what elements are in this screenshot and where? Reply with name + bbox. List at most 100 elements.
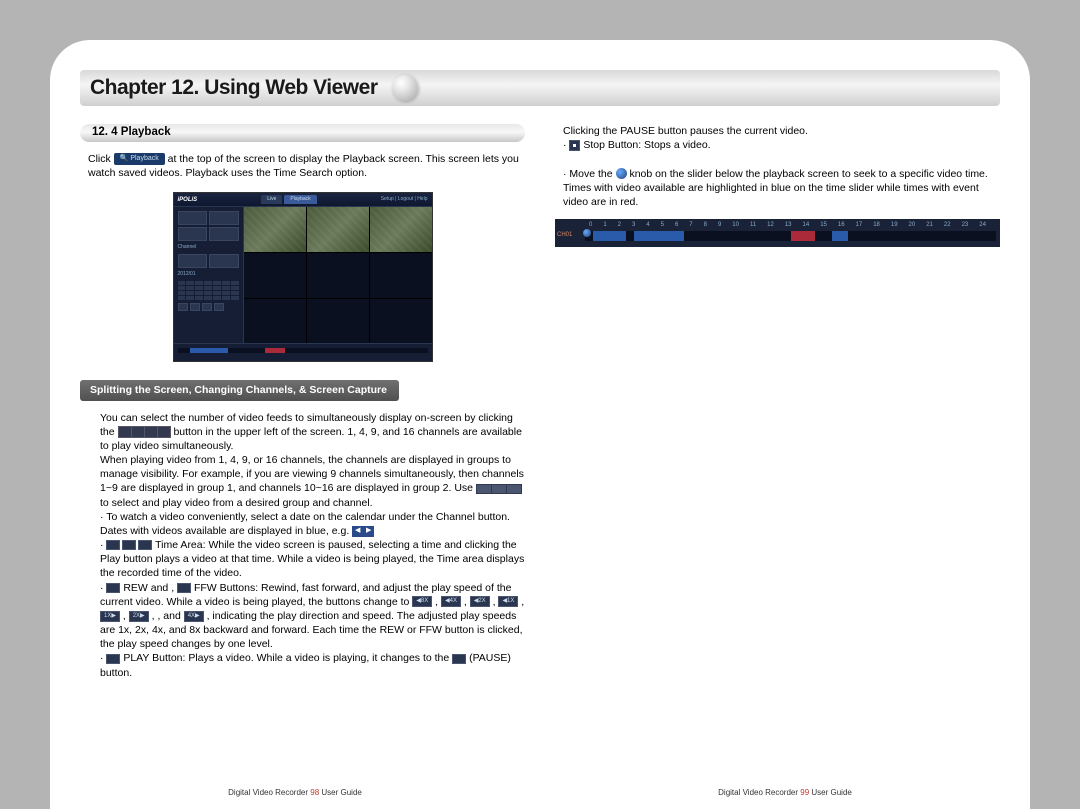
- page-number: 98: [310, 788, 319, 797]
- video-segment: [634, 231, 683, 241]
- text: , and: [157, 610, 183, 622]
- video-segment: [832, 231, 848, 241]
- tick-labels: 0 1 2 3 4 5 6 7 8 9 10 11 12 13 14 15 16: [559, 221, 996, 229]
- ss-playback-controls: [178, 303, 239, 311]
- tick: 10: [732, 221, 739, 229]
- text: to select and play video from a desired …: [100, 497, 373, 509]
- ss-video-grid: [244, 207, 432, 343]
- footer-text: Digital Video Recorder: [718, 788, 800, 797]
- stop-icon: [202, 303, 212, 311]
- tick: 21: [926, 221, 933, 229]
- tick: 16: [838, 221, 845, 229]
- ss-bottom-bar: [174, 343, 432, 361]
- bullet-rew-ffw: · REW and , FFW Buttons: Rewind, fast fo…: [80, 581, 525, 652]
- video-feed: [370, 299, 432, 344]
- section-title: 12. 4 Playback: [92, 125, 171, 141]
- slider-knob: [583, 229, 591, 237]
- paragraph-layout: You can select the number of video feeds…: [80, 411, 525, 454]
- event-segment: [791, 231, 816, 241]
- playback-tab-button-icon: 🔍 Playback: [114, 153, 165, 165]
- footer-text: Digital Video Recorder: [228, 788, 310, 797]
- bullet-time-area: · Time Area: While the video screen is p…: [80, 538, 525, 581]
- tick: 0: [589, 221, 592, 229]
- ipolis-logo: iPOLiS: [178, 196, 198, 204]
- bullet-play: · PLAY Button: Plays a video. While a vi…: [80, 651, 525, 679]
- ss-tab-playback: Playback: [284, 195, 316, 204]
- text: Time Area: While the video screen is pau…: [100, 539, 524, 579]
- calendar-nav-icon: ◀ ▶: [352, 526, 374, 537]
- speed-2x-rew-icon: ◀2X: [470, 596, 490, 607]
- speed-8x-rew-icon: ◀8X: [412, 596, 432, 607]
- tick: 20: [909, 221, 916, 229]
- tick: 18: [873, 221, 880, 229]
- video-feed: [244, 299, 306, 344]
- footer-text: User Guide: [319, 788, 362, 797]
- ss-body: Channel 2012/01: [174, 207, 432, 343]
- footer-left: Digital Video Recorder 98 User Guide: [228, 788, 362, 797]
- text: PLAY Button: Plays a video. While a vide…: [123, 652, 452, 664]
- tick: 19: [891, 221, 898, 229]
- time-slider-figure: 0 1 2 3 4 5 6 7 8 9 10 11 12 13 14 15 16: [555, 219, 1000, 247]
- ss-topbar: iPOLiS Live Playback Setup | Logout | He…: [174, 193, 432, 207]
- tick: 6: [675, 221, 678, 229]
- tick: 8: [704, 221, 707, 229]
- text: · Move the: [563, 168, 616, 180]
- play-button-icon: [106, 654, 120, 664]
- video-feed: [307, 299, 369, 344]
- speed-2x-fwd-icon: 2X▶: [129, 611, 149, 622]
- ffw-icon: [214, 303, 224, 311]
- text: REW and ,: [123, 582, 177, 594]
- tick: 22: [944, 221, 951, 229]
- speed-1x-fwd-icon: 1X▶: [100, 611, 120, 622]
- tick: 12: [767, 221, 774, 229]
- intro-text-pre: Click: [88, 153, 114, 165]
- pause-button-icon: [452, 654, 466, 664]
- footer-right: Digital Video Recorder 99 User Guide: [718, 788, 852, 797]
- tick: 3: [632, 221, 635, 229]
- intro-paragraph: Click 🔍 Playback at the top of the scree…: [80, 152, 525, 180]
- tick: 5: [661, 221, 664, 229]
- manual-page: Chapter 12. Using Web Viewer 12. 4 Playb…: [50, 40, 1030, 809]
- tick: 17: [856, 221, 863, 229]
- text: knob on the slider below the playback sc…: [563, 168, 988, 208]
- ss-sidebar: Channel 2012/01: [174, 207, 244, 343]
- group-btn: [209, 254, 239, 268]
- text: Stop Button: Stops a video.: [583, 139, 710, 151]
- video-feed: [370, 253, 432, 298]
- section-heading-bar: 12. 4 Playback: [80, 124, 525, 142]
- slider-knob-icon: [616, 168, 627, 179]
- right-column: Clicking the PAUSE button pauses the cur…: [555, 124, 1000, 753]
- text: · To watch a video conveniently, select …: [100, 511, 510, 537]
- next-arrow-icon: ▶: [363, 526, 374, 537]
- chapter-title: Chapter 12. Using Web Viewer: [90, 76, 378, 100]
- ss-cal-label: 2012/01: [178, 271, 239, 278]
- text: When playing video from 1, 4, 9, or 16 c…: [100, 454, 524, 494]
- layout-1-icon: [178, 211, 208, 225]
- bullet-calendar: · To watch a video conveniently, select …: [80, 510, 525, 538]
- tick: 14: [803, 221, 810, 229]
- ss-tabs: Live Playback: [261, 195, 316, 204]
- group-selector-icon: [476, 484, 522, 494]
- tick: 24: [979, 221, 986, 229]
- subsection-title: Splitting the Screen, Changing Channels,…: [90, 384, 387, 396]
- chapter-heading-bar: Chapter 12. Using Web Viewer: [80, 70, 1000, 106]
- left-column: 12. 4 Playback Click 🔍 Playback at the t…: [80, 124, 525, 753]
- video-feed: [244, 207, 306, 252]
- page-number: 99: [800, 788, 809, 797]
- stop-bullet: · Stop Button: Stops a video.: [555, 138, 1000, 152]
- ss-layout-buttons: [178, 211, 239, 241]
- time-area-icon: [106, 540, 152, 550]
- layout-9-icon: [178, 227, 208, 241]
- paragraph-groups: When playing video from 1, 4, 9, or 16 c…: [80, 453, 525, 510]
- layout-buttons-icon: [118, 426, 171, 438]
- speed-4x-rew-icon: ◀4X: [441, 596, 461, 607]
- video-feed: [244, 253, 306, 298]
- tick: 1: [603, 221, 606, 229]
- tick: 23: [962, 221, 969, 229]
- speed-4x-fwd-icon: 4X▶: [184, 611, 204, 622]
- channel-label: CH01: [557, 231, 572, 239]
- tick: 9: [718, 221, 721, 229]
- pause-text: Clicking the PAUSE button pauses the cur…: [555, 124, 1000, 138]
- ss-timeline: [178, 348, 428, 353]
- tick: 13: [785, 221, 792, 229]
